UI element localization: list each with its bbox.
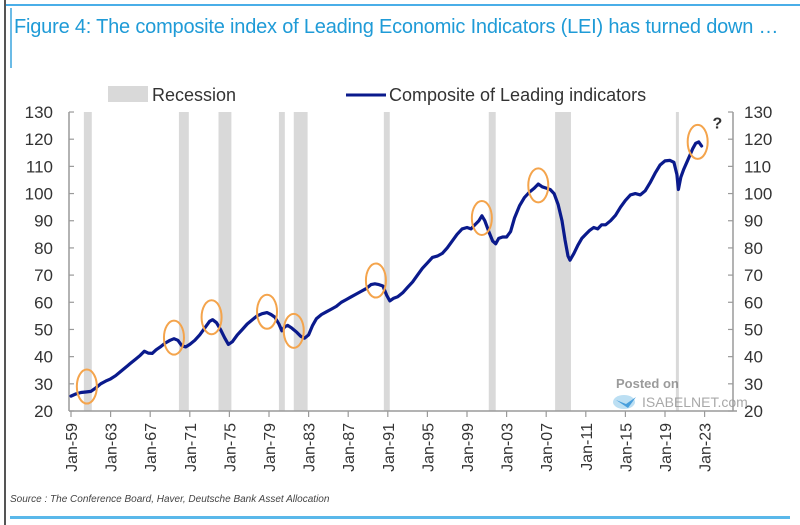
y-tick-label-left: 110: [26, 157, 53, 176]
y-tick-label-right: 90: [744, 212, 763, 231]
x-tick-label: Jan-15: [618, 423, 635, 472]
x-tick-label: Jan-83: [302, 423, 319, 472]
x-tick-label: Jan-59: [64, 423, 81, 472]
frame-border-top: [6, 4, 800, 6]
x-tick-label: Jan-99: [460, 423, 477, 472]
highlight-ellipse: [364, 262, 387, 299]
y-tick-label-right: 120: [744, 130, 772, 149]
watermark-site: ISABELNET.com: [642, 394, 748, 410]
recession-band: [278, 112, 285, 411]
y-axis-left-ticks: 20 30 40 50 60 70 80 90 100 110 120 130: [25, 103, 74, 421]
y-tick-label-left: 70: [34, 266, 53, 285]
x-tick-label: Jan-07: [539, 423, 556, 472]
recession-band: [675, 112, 679, 411]
axes: [68, 112, 737, 412]
series-line-leading-indicators: [69, 140, 704, 398]
source-note: Source : The Conference Board, Haver, De…: [10, 494, 330, 505]
y-tick-label-left: 130: [25, 103, 53, 122]
x-tick-label: Jan-75: [222, 423, 239, 472]
y-tick-label-left: 50: [34, 320, 53, 339]
y-tick-label-right: 110: [744, 157, 771, 176]
x-tick-label: Jan-71: [183, 423, 200, 472]
highlight-ellipse: [162, 319, 185, 356]
legend-series-label: Composite of Leading indicators: [389, 85, 646, 105]
y-tick-label-right: 60: [744, 293, 763, 312]
watermark-posted-on: Posted on: [616, 376, 679, 391]
x-tick-label: Jan-63: [104, 423, 121, 472]
x-tick-label: Jan-91: [381, 423, 398, 472]
annotations: ?: [75, 115, 723, 405]
y-tick-label-right: 100: [744, 185, 772, 204]
legend-recession-swatch: [108, 86, 148, 102]
highlight-ellipse: [256, 293, 279, 330]
y-tick-label-right: 30: [744, 375, 763, 394]
x-tick-label: Jan-87: [341, 423, 358, 472]
x-tick-label: Jan-23: [698, 423, 715, 472]
legend: Recession Composite of Leading indicator…: [108, 85, 646, 105]
highlight-ellipse: [200, 299, 223, 336]
x-tick-label: Jan-95: [420, 423, 437, 472]
highlight-ellipse: [686, 123, 709, 160]
y-tick-label-left: 20: [34, 402, 53, 421]
x-axis-ticks: Jan-59 Jan-63 Jan-67 Jan-71 Jan-75 Jan-79 Jan-…: [64, 411, 715, 472]
y-tick-label-left: 30: [34, 375, 53, 394]
y-tick-label-right: 20: [744, 402, 763, 421]
recession-band: [293, 112, 308, 411]
recession-band: [83, 112, 92, 411]
highlight-ellipse: [470, 200, 493, 237]
series-layer: [69, 140, 704, 398]
recession-band: [383, 112, 390, 411]
recession-bands: [83, 112, 679, 411]
y-tick-label-left: 60: [34, 293, 53, 312]
bird-icon: [613, 395, 636, 409]
y-tick-label-left: 120: [25, 130, 53, 149]
y-tick-label-right: 50: [744, 320, 763, 339]
figure-title: Figure 4: The composite index of Leading…: [14, 16, 779, 38]
bottom-rule: [10, 516, 790, 519]
recession-band: [218, 112, 232, 411]
highlight-ellipse: [527, 167, 550, 204]
y-tick-label-right: 80: [744, 239, 763, 258]
x-tick-label: Jan-67: [143, 423, 160, 472]
y-tick-label-right: 40: [744, 348, 763, 367]
y-axis-right-ticks: 20 30 40 50 60 70 80 90 100 110 120 130: [728, 103, 772, 421]
watermark: Posted on ISABELNET.com: [613, 376, 748, 410]
highlight-ellipse: [75, 368, 98, 405]
y-tick-label-right: 130: [744, 103, 772, 122]
x-tick-label: Jan-11: [579, 423, 596, 471]
title-box: [10, 8, 800, 68]
x-tick-label: Jan-03: [500, 423, 517, 472]
recession-band: [178, 112, 189, 411]
y-tick-label-left: 40: [34, 348, 53, 367]
highlight-ellipse: [282, 312, 305, 349]
annotation-question-mark: ?: [713, 115, 723, 132]
recession-band: [555, 112, 571, 411]
frame-border-left: [4, 0, 6, 525]
recession-band: [488, 112, 496, 411]
y-tick-label-left: 80: [34, 239, 53, 258]
y-tick-label-left: 100: [25, 185, 53, 204]
y-tick-label-right: 70: [744, 266, 763, 285]
legend-recession-label: Recession: [152, 85, 236, 105]
x-tick-label: Jan-79: [262, 423, 279, 472]
y-tick-label-left: 90: [34, 212, 53, 231]
x-tick-label: Jan-19: [658, 423, 675, 472]
